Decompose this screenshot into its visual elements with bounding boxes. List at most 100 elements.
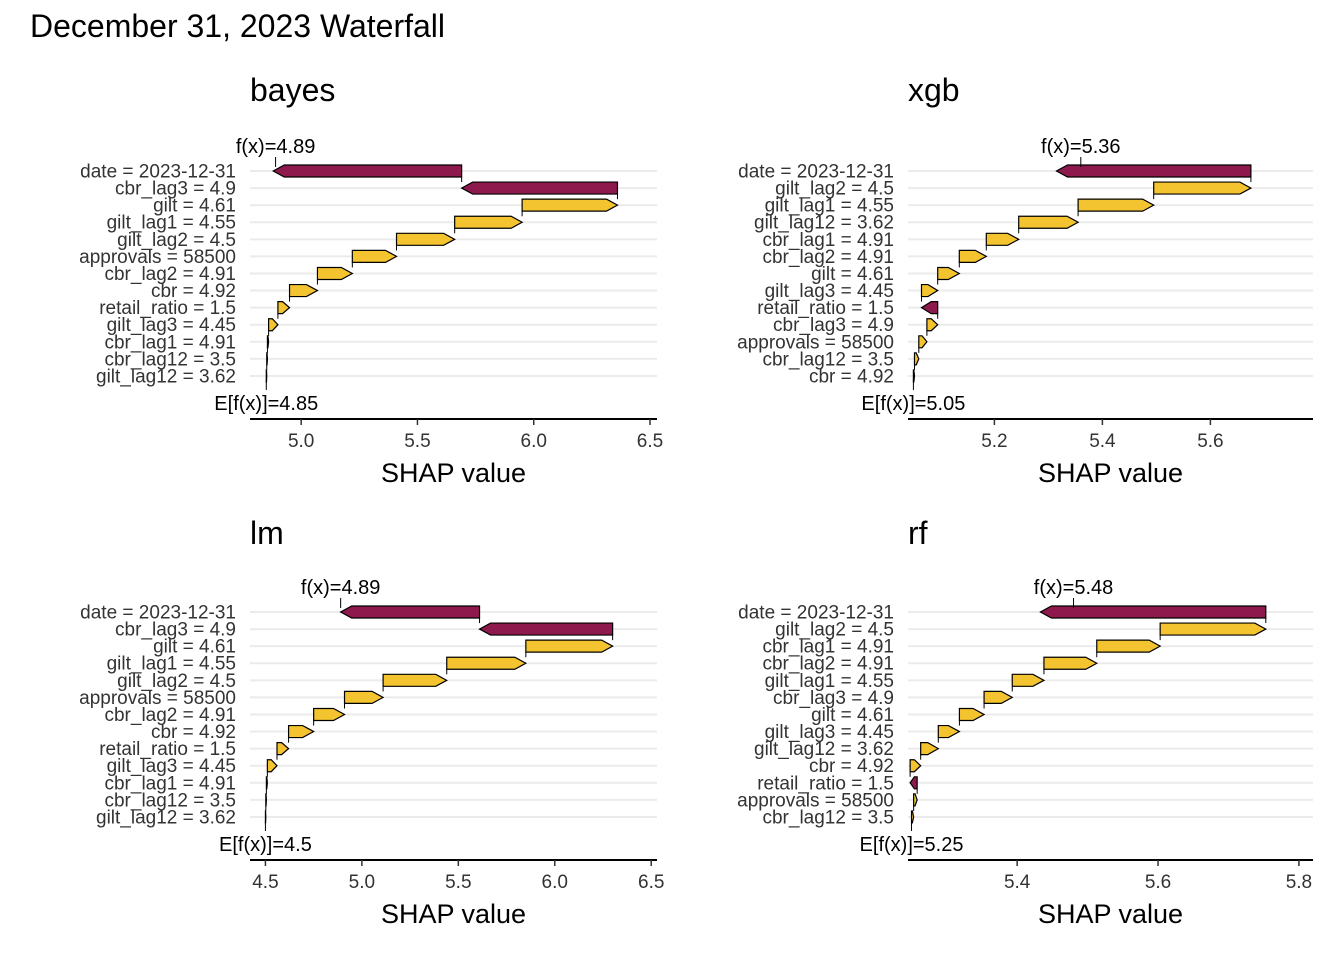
- x-tick-label: 4.5: [252, 872, 278, 893]
- x-tick-label: 5.5: [404, 431, 430, 452]
- feature-label: retail_ratio = 1.5: [757, 298, 894, 319]
- feature-label: gilt_lag12 = 3.62: [754, 213, 894, 234]
- feature-label: gilt = 4.61: [153, 637, 236, 658]
- panel-title: rf: [908, 515, 928, 551]
- prediction-label: f(x)=5.48: [1034, 577, 1113, 599]
- feature-label: cbr_lag3 = 4.9: [773, 315, 894, 336]
- waterfall-bar: [1159, 622, 1268, 636]
- x-tick-label: 5.2: [981, 431, 1007, 452]
- feature-label: gilt_lag2 = 4.5: [775, 620, 894, 641]
- feature-label: gilt_lag12 = 3.62: [754, 739, 894, 760]
- waterfall-bar: [277, 301, 291, 315]
- x-axis-title: SHAP value: [381, 458, 526, 488]
- figure-title: December 31, 2023 Waterfall: [30, 8, 446, 44]
- feature-label: approvals = 58500: [79, 247, 236, 268]
- feature-label: cbr_lag1 = 4.91: [104, 332, 236, 353]
- feature-label: gilt = 4.61: [153, 196, 236, 217]
- waterfall-bar: [351, 249, 398, 263]
- feature-label: cbr_lag2 = 4.91: [104, 264, 236, 285]
- waterfall-bar: [395, 232, 456, 246]
- feature-label: approvals = 58500: [737, 332, 894, 353]
- x-tick-label: 5.6: [1145, 872, 1171, 893]
- baseline-label: E[f(x)]=4.5: [219, 834, 312, 856]
- feature-label: cbr_lag12 = 3.5: [104, 349, 236, 370]
- feature-label: cbr_lag12 = 3.5: [104, 790, 236, 811]
- feature-label: cbr_lag12 = 3.5: [762, 807, 894, 828]
- feature-label: gilt_lag3 = 4.45: [765, 281, 894, 302]
- feature-label: cbr = 4.92: [809, 366, 894, 387]
- feature-label: cbr_lag1 = 4.91: [762, 230, 894, 251]
- feature-label: cbr_lag2 = 4.91: [104, 705, 236, 726]
- x-tick-label: 5.5: [445, 872, 471, 893]
- feature-label: date = 2023-12-31: [80, 603, 236, 624]
- feature-label: gilt_lag3 = 4.45: [765, 722, 894, 743]
- x-axis-title: SHAP value: [381, 899, 526, 929]
- x-tick-label: 5.4: [1004, 872, 1031, 893]
- waterfall-bar: [287, 724, 315, 739]
- feature-label: date = 2023-12-31: [80, 162, 236, 183]
- waterfall-bar: [918, 335, 928, 349]
- x-tick-label: 6.5: [638, 872, 664, 893]
- baseline-label: E[f(x)]=5.05: [861, 393, 965, 415]
- waterfall-bar: [920, 301, 939, 315]
- waterfall-bar: [265, 776, 268, 790]
- baseline-label: E[f(x)]=5.25: [860, 834, 964, 856]
- waterfall-bar: [926, 318, 939, 332]
- feature-label: cbr_lag3 = 4.9: [773, 688, 894, 709]
- feature-label: gilt_lag1 = 4.55: [107, 213, 236, 234]
- waterfall-bar: [913, 793, 918, 807]
- waterfall-bar: [1043, 656, 1099, 670]
- feature-label: cbr_lag3 = 4.9: [115, 179, 236, 200]
- feature-label: cbr = 4.92: [151, 281, 236, 302]
- waterfall-bar: [983, 690, 1014, 705]
- waterfall-bar: [454, 215, 524, 229]
- waterfall-bar: [909, 776, 918, 790]
- waterfall-bar: [343, 690, 385, 705]
- feature-label: gilt_lag1 = 4.55: [765, 671, 894, 692]
- feature-label: gilt_lag3 = 4.45: [107, 315, 236, 336]
- feature-label: gilt_lag2 = 4.5: [775, 179, 894, 200]
- baseline-label: E[f(x)]=4.85: [214, 393, 318, 415]
- feature-label: retail_ratio = 1.5: [99, 298, 236, 319]
- waterfall-bar: [958, 249, 988, 263]
- waterfall-bar: [525, 639, 614, 653]
- waterfall-bar: [937, 724, 961, 739]
- feature-label: approvals = 58500: [79, 688, 236, 709]
- waterfall-bar: [382, 673, 449, 687]
- waterfall-bar: [1011, 673, 1046, 687]
- waterfall-bar: [937, 266, 961, 281]
- feature-label: cbr_lag2 = 4.91: [762, 247, 894, 268]
- x-axis-title: SHAP value: [1038, 458, 1183, 488]
- x-tick-label: 5.0: [288, 431, 314, 452]
- x-tick-label: 6.0: [542, 872, 568, 893]
- waterfall-bar: [1055, 164, 1252, 178]
- waterfall-bar: [1077, 198, 1155, 212]
- waterfall-bar: [313, 707, 346, 722]
- feature-label: gilt_lag1 = 4.55: [765, 196, 894, 217]
- x-tick-label: 5.8: [1286, 872, 1312, 893]
- feature-label: cbr_lag1 = 4.91: [762, 637, 894, 658]
- feature-label: cbr_lag1 = 4.91: [104, 773, 236, 794]
- feature-label: gilt_lag12 = 3.62: [96, 807, 236, 828]
- waterfall-bar: [446, 656, 528, 670]
- waterfall-bar: [266, 352, 269, 366]
- waterfall-bar: [288, 283, 319, 298]
- prediction-label: f(x)=4.89: [301, 577, 380, 599]
- waterfall-bar: [958, 707, 986, 722]
- feature-label: gilt = 4.61: [811, 264, 894, 285]
- feature-label: cbr_lag3 = 4.9: [115, 620, 236, 641]
- feature-label: cbr = 4.92: [151, 722, 236, 743]
- waterfall-bar: [1096, 639, 1162, 653]
- feature-label: retail_ratio = 1.5: [757, 773, 894, 794]
- feature-label: gilt_lag12 = 3.62: [96, 366, 236, 387]
- waterfall-bar: [1039, 605, 1267, 619]
- waterfall-bar: [909, 759, 922, 773]
- x-tick-label: 6.5: [637, 431, 663, 452]
- panel-title: bayes: [250, 72, 335, 108]
- feature-label: gilt_lag2 = 4.5: [117, 671, 236, 692]
